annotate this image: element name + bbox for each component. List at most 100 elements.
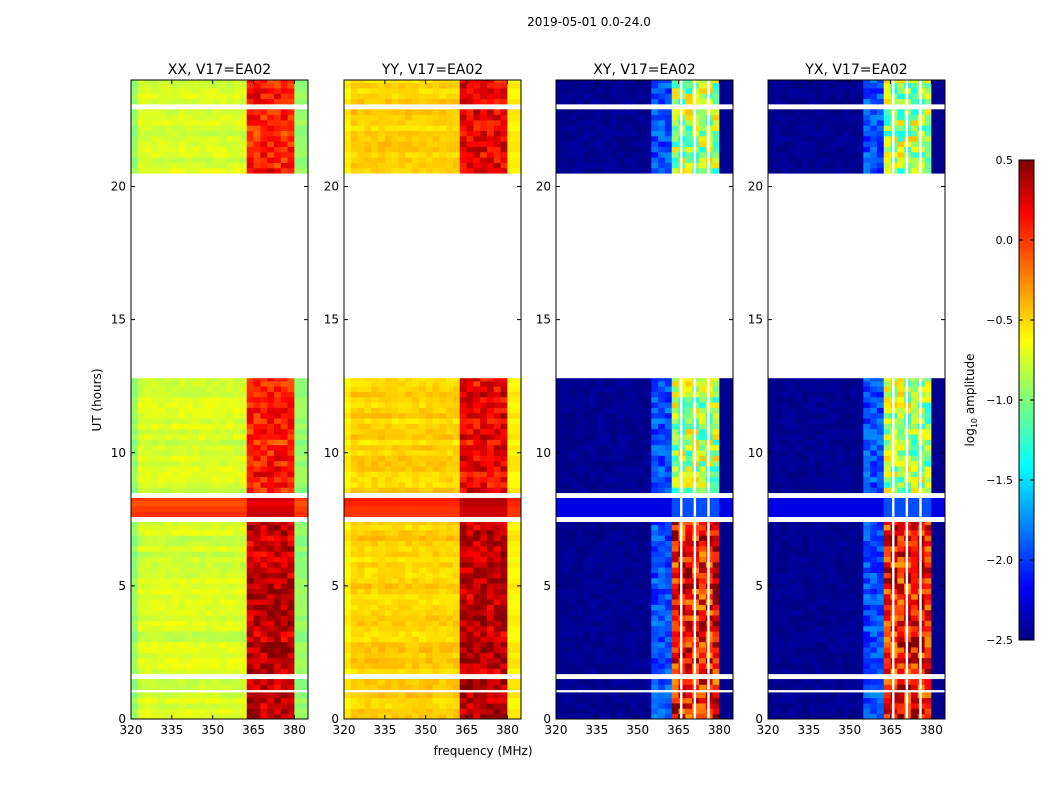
heatmap-cell [233, 87, 241, 94]
heatmap-cell [219, 396, 227, 403]
heatmap-cell [233, 80, 241, 84]
heatmap-cell [171, 647, 180, 653]
heatmap-cell [267, 631, 275, 637]
heatmap-cell [280, 561, 288, 568]
heatmap-cell [199, 407, 207, 414]
heatmap-cell [253, 604, 261, 611]
heatmap-cell [287, 588, 295, 595]
heatmap-cell [144, 407, 152, 414]
heatmap-cell [480, 511, 488, 518]
heatmap-cell [698, 577, 707, 584]
heatmap-cell [273, 572, 282, 579]
heatmap-cell [294, 636, 302, 643]
heatmap-cell [452, 583, 461, 589]
heatmap-cell [158, 82, 166, 89]
heatmap-cell [226, 482, 234, 488]
heatmap-cell [212, 599, 220, 605]
heatmap-cell [378, 620, 386, 627]
heatmap-cell [712, 588, 720, 595]
heatmap-cell [466, 476, 474, 483]
heatmap-cell [514, 412, 522, 419]
heatmap-cell [583, 551, 591, 557]
heatmap-cell [239, 684, 248, 691]
heatmap-cell [219, 125, 227, 131]
heatmap-cell [287, 146, 295, 153]
heatmap-cell [144, 657, 152, 664]
heatmap-cell [514, 466, 522, 472]
heatmap-cell [199, 157, 207, 163]
heatmap-cell [514, 444, 522, 451]
heatmap-cell [480, 604, 488, 611]
heatmap-cell [685, 604, 693, 611]
heatmap-cell [350, 444, 359, 451]
heatmap-cell [459, 511, 467, 518]
heatmap-cell [644, 567, 652, 573]
heatmap-cell [405, 130, 413, 137]
heatmap-cell [301, 423, 309, 430]
heatmap-cell [280, 471, 288, 478]
heatmap-cell [185, 386, 193, 392]
heatmap-cell [192, 535, 200, 542]
heatmap-cell [425, 471, 433, 478]
heatmap-cell [418, 663, 427, 669]
heatmap-cell [384, 593, 393, 600]
heatmap-cell [131, 545, 139, 552]
heatmap-cell [466, 450, 474, 456]
heatmap-cell [624, 572, 632, 579]
heatmap-cell [418, 583, 427, 589]
heatmap-cell [165, 428, 173, 435]
heatmap-cell [344, 146, 352, 153]
heatmap-cell [412, 157, 420, 163]
heatmap-cell [432, 407, 440, 414]
heatmap-cell [473, 167, 481, 174]
heatmap-cell [459, 631, 467, 637]
heatmap-cell [473, 657, 481, 664]
heatmap-cell [233, 82, 241, 89]
heatmap-cell [364, 620, 372, 627]
heatmap-cell [205, 593, 214, 600]
heatmap-cell [137, 609, 146, 616]
heatmap-cell [459, 98, 467, 105]
heatmap-cell [171, 444, 180, 451]
heatmap-cell [178, 396, 186, 403]
heatmap-cell [630, 636, 639, 643]
heatmap-cell [239, 535, 248, 542]
heatmap-cell [664, 679, 673, 685]
heatmap-cell [493, 396, 501, 403]
heatmap-cell [664, 668, 673, 675]
heatmap-cell [178, 471, 186, 478]
heatmap-cell [137, 561, 146, 568]
heatmap-cell [562, 577, 571, 584]
heatmap-cell [664, 636, 673, 643]
heatmap-cell [583, 588, 591, 595]
heatmap-cell [439, 498, 447, 502]
heatmap-cell [239, 663, 248, 669]
heatmap-cell [398, 114, 406, 121]
heatmap-cell [418, 151, 427, 158]
heatmap-cell [398, 713, 406, 720]
heatmap-cell [165, 556, 173, 563]
heatmap-cell [151, 125, 159, 131]
heatmap-cell [466, 82, 474, 89]
heatmap-cell [239, 609, 248, 616]
heatmap-cell [391, 535, 399, 542]
heatmap-cell [344, 561, 352, 568]
heatmap-cell [412, 380, 420, 387]
heatmap-cell [151, 428, 159, 435]
heatmap-cell [384, 625, 393, 632]
heatmap-cell [562, 604, 571, 611]
heatmap-cell [151, 500, 159, 507]
heatmap-cell [280, 98, 288, 105]
heatmap-cell [473, 500, 481, 507]
heatmap-cell [364, 109, 372, 116]
heatmap-cell [364, 625, 372, 632]
heatmap-cell [398, 466, 406, 472]
heatmap-cell [391, 500, 399, 507]
heatmap-cell [233, 439, 241, 446]
heatmap-cell [233, 407, 241, 414]
heatmap-cell [165, 567, 173, 573]
heatmap-cell [192, 524, 200, 531]
heatmap-cell [384, 583, 393, 589]
heatmap-cell [226, 679, 234, 685]
heatmap-cell [459, 460, 467, 467]
